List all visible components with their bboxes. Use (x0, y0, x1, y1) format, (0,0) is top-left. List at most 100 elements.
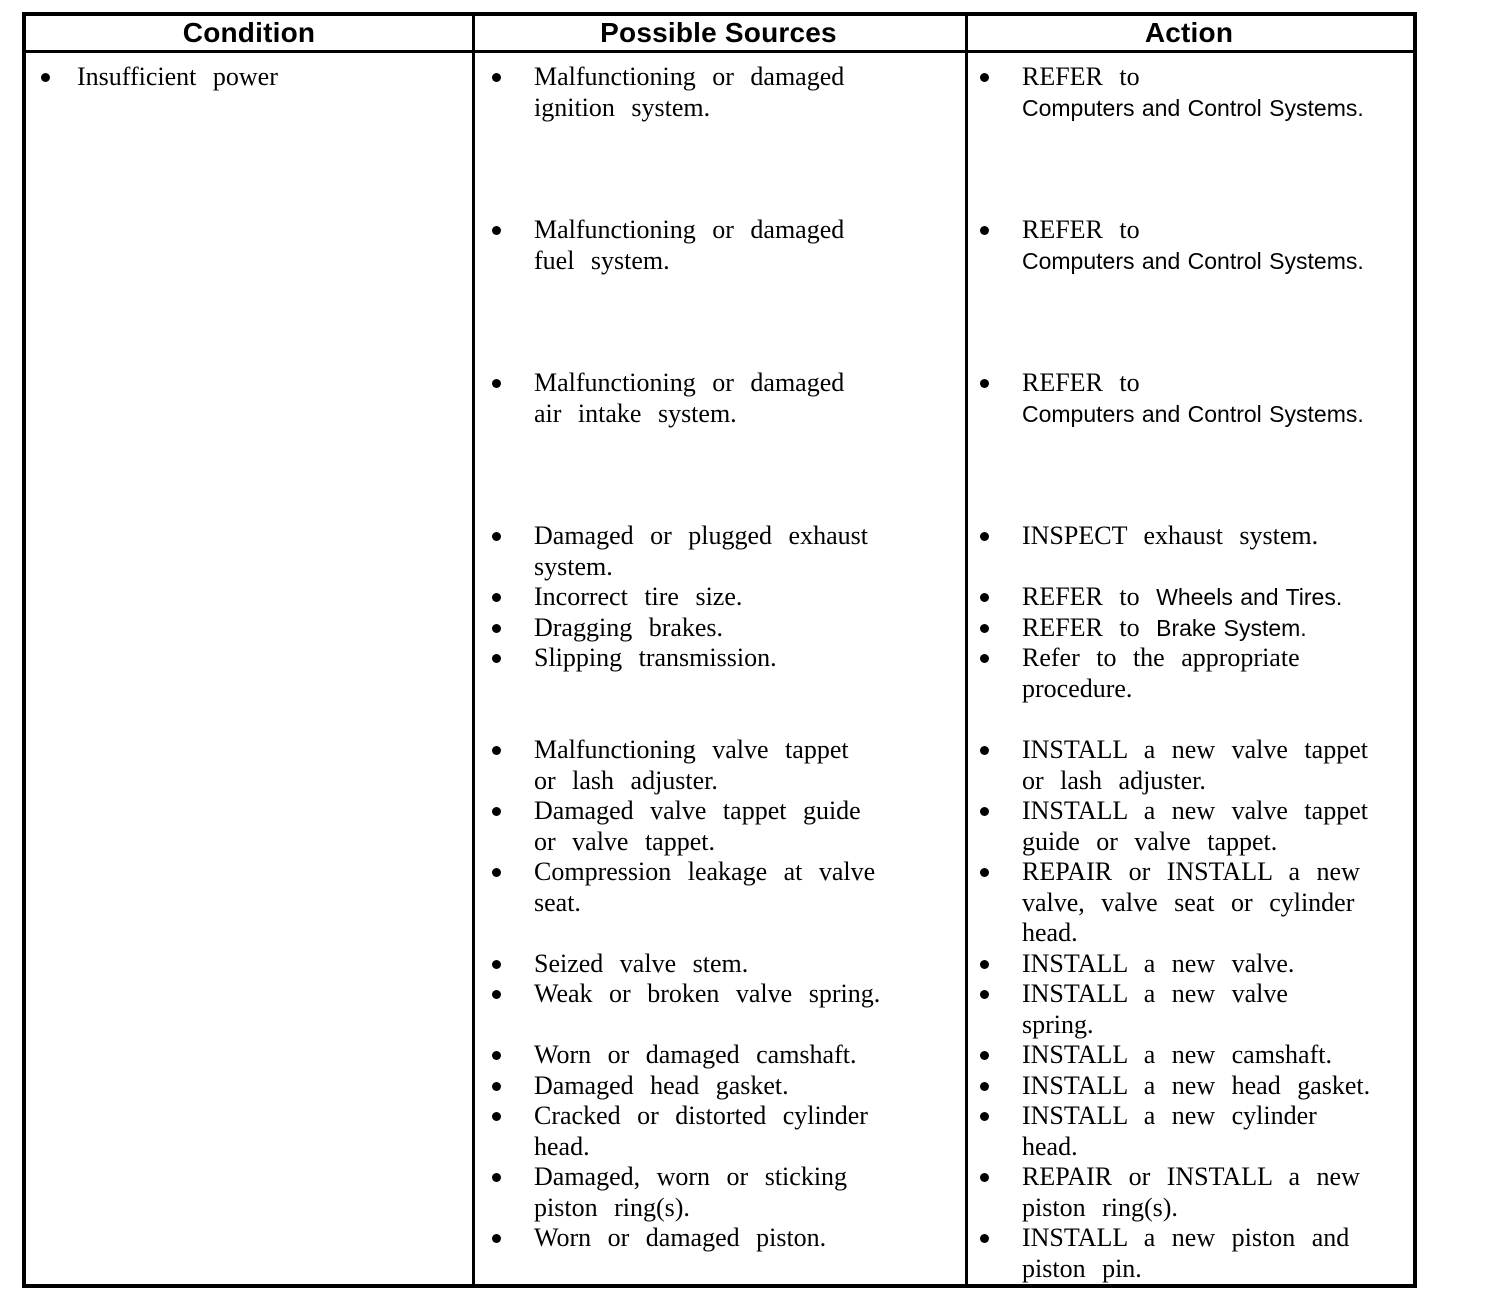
source-text: Malfunctioning or damaged air intake syst… (534, 368, 845, 428)
possible-sources-cell: Weak or broken valve spring. (472, 979, 965, 1040)
bullet-icon (492, 654, 501, 663)
source-text: Damaged, worn or sticking piston ring(s). (534, 1162, 848, 1222)
table-row: Dragging brakes. REFER to Brake System. (26, 613, 1413, 644)
action-item: REFER to Computers and Control Systems. (965, 368, 1413, 429)
condition-item: Insufficient power (26, 62, 472, 93)
source-item: Weak or broken valve spring. (472, 979, 965, 1010)
bullet-icon (980, 1081, 989, 1091)
diagnostic-table: Condition Possible Sources Action Insuff… (22, 12, 1417, 1288)
action-text: REFER to Computers and Control Systems. (1022, 215, 1364, 274)
column-divider-1 (472, 16, 475, 1284)
source-item: Malfunctioning valve tappet or lash adjus… (472, 735, 965, 796)
action-text: INSTALL a new cylinder head. (1022, 1101, 1317, 1161)
table-row: Seized valve stem. INSTALL a new valve. (26, 949, 1413, 980)
source-text: Malfunctioning or damaged ignition system… (534, 62, 845, 122)
source-item: Malfunctioning or damaged ignition system… (472, 62, 965, 123)
bullet-icon (492, 807, 501, 816)
possible-sources-cell: Slipping transmission. (472, 643, 965, 704)
possible-sources-cell: Cracked or distorted cylinder head. (472, 1101, 965, 1162)
table-row: Weak or broken valve spring. INSTALL a ne… (26, 979, 1413, 1040)
bullet-icon (492, 1081, 501, 1091)
source-text: Slipping transmission. (534, 643, 777, 672)
action-cell: INSTALL a new head gasket. (965, 1071, 1413, 1102)
bullet-icon (492, 1051, 501, 1060)
source-text: Dragging brakes. (534, 612, 724, 642)
possible-sources-cell: Dragging brakes. (472, 613, 965, 644)
bullet-icon (980, 623, 989, 633)
action-text: INSTALL a new valve tappet or lash adjust… (1022, 735, 1368, 795)
action-cell: REFER to Brake System. (965, 613, 1413, 644)
action-item: REFER to Computers and Control Systems. (965, 215, 1413, 276)
bullet-icon (980, 593, 989, 602)
action-text: INSTALL a new piston and piston pin. (1022, 1223, 1350, 1283)
column-header-possible-sources: Possible Sources (600, 17, 837, 48)
table-row: Malfunctioning or damaged ignition system… (26, 62, 1413, 123)
source-text: Damaged head gasket. (534, 1070, 789, 1100)
possible-sources-cell: Seized valve stem. (472, 949, 965, 980)
source-item: Damaged, worn or sticking piston ring(s). (472, 1162, 965, 1223)
possible-sources-cell: Compression leakage at valve seat. (472, 857, 965, 949)
table-row: Worn or damaged camshaft. INSTALL a new c… (26, 1040, 1413, 1071)
table-row: Damaged, worn or sticking piston ring(s).… (26, 1162, 1413, 1223)
action-text: REFER to Brake System. (1022, 612, 1307, 642)
table-row: Damaged head gasket. INSTALL a new head g… (26, 1071, 1413, 1102)
action-cell: INSTALL a new camshaft. (965, 1040, 1413, 1071)
action-text: INSTALL a new valve tappet guide or valve… (1022, 796, 1368, 856)
possible-sources-cell: Incorrect tire size. (472, 582, 965, 613)
action-item: INSTALL a new valve spring. (965, 979, 1413, 1040)
table-header-row: Condition Possible Sources Action (26, 16, 1413, 53)
source-item: Compression leakage at valve seat. (472, 857, 965, 918)
action-text: INSTALL a new valve. (1022, 948, 1295, 978)
bullet-icon (980, 746, 989, 755)
bullet-icon (492, 868, 501, 877)
table-row: Worn or damaged piston. INSTALL a new pis… (26, 1223, 1413, 1284)
source-item: Seized valve stem. (472, 949, 965, 980)
bullet-icon (980, 807, 989, 816)
bullet-icon (492, 623, 501, 633)
action-cell: INSTALL a new valve tappet or lash adjust… (965, 735, 1413, 796)
possible-sources-cell: Worn or damaged piston. (472, 1223, 965, 1284)
possible-sources-cell: Malfunctioning or damaged air intake syst… (472, 368, 965, 429)
action-cell: Refer to the appropriate procedure. (965, 643, 1413, 704)
source-text: Compression leakage at valve seat. (534, 857, 876, 917)
source-text: Cracked or distorted cylinder head. (534, 1101, 868, 1161)
source-text: Worn or damaged piston. (534, 1223, 827, 1252)
action-item: Refer to the appropriate procedure. (965, 643, 1413, 704)
bullet-icon (492, 1173, 501, 1182)
action-item: REPAIR or INSTALL a new valve, valve seat… (965, 857, 1413, 949)
bullet-icon (980, 654, 989, 663)
action-text: REPAIR or INSTALL a new piston ring(s). (1022, 1162, 1360, 1222)
bullet-icon (41, 73, 50, 82)
table-row: Cracked or distorted cylinder head. INSTAL… (26, 1101, 1413, 1162)
bullet-icon (492, 226, 501, 235)
bullet-icon (492, 379, 501, 388)
source-text: Malfunctioning valve tappet or lash adjus… (534, 735, 849, 795)
bullet-icon (492, 959, 501, 969)
bullet-icon (980, 1112, 989, 1121)
source-text: Damaged valve tappet guide or valve tappe… (534, 796, 861, 856)
bullet-icon (980, 1051, 989, 1060)
action-item: REFER to Brake System. (965, 613, 1413, 644)
source-item: Damaged valve tappet guide or valve tappe… (472, 796, 965, 857)
action-text: INSTALL a new valve spring. (1022, 979, 1288, 1039)
action-item: INSTALL a new valve tappet guide or valve… (965, 796, 1413, 857)
action-text: INSTALL a new head gasket. (1022, 1070, 1371, 1100)
bullet-icon (492, 73, 501, 82)
table-row: Malfunctioning valve tappet or lash adjus… (26, 735, 1413, 796)
condition-text: Insufficient power (77, 62, 278, 91)
bullet-icon (980, 959, 989, 969)
source-item: Damaged head gasket. (472, 1071, 965, 1102)
source-item: Damaged or plugged exhaust system. (472, 521, 965, 582)
bullet-icon (492, 532, 501, 541)
action-text: REFER to Wheels and Tires. (1022, 582, 1343, 611)
action-text: INSTALL a new camshaft. (1022, 1040, 1332, 1069)
possible-sources-cell: Malfunctioning valve tappet or lash adjus… (472, 735, 965, 796)
source-text: Worn or damaged camshaft. (534, 1040, 857, 1069)
source-item: Dragging brakes. (472, 613, 965, 644)
action-cell: INSTALL a new piston and piston pin. (965, 1223, 1413, 1284)
bullet-icon (980, 73, 989, 82)
action-item: INSTALL a new cylinder head. (965, 1101, 1413, 1162)
source-item: Worn or damaged camshaft. (472, 1040, 965, 1071)
action-cell: INSTALL a new valve tappet guide or valve… (965, 796, 1413, 857)
